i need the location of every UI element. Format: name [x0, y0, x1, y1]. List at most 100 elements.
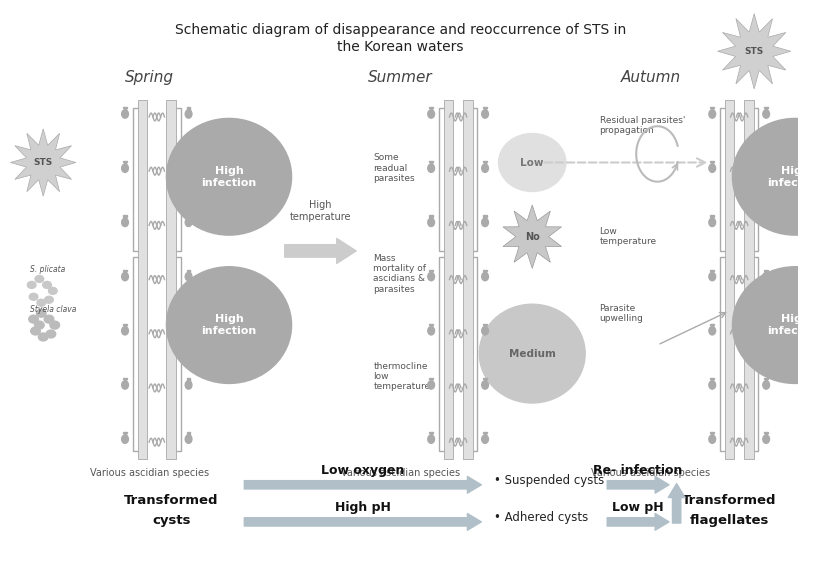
FancyBboxPatch shape	[187, 215, 191, 217]
FancyBboxPatch shape	[710, 215, 714, 217]
Ellipse shape	[38, 333, 48, 341]
Text: No: No	[525, 232, 539, 242]
FancyBboxPatch shape	[430, 379, 432, 382]
Text: • Suspended cysts: • Suspended cysts	[494, 475, 604, 487]
Text: Autumn: Autumn	[621, 70, 681, 85]
Text: Spring: Spring	[126, 70, 174, 85]
FancyBboxPatch shape	[187, 432, 191, 433]
FancyBboxPatch shape	[430, 217, 432, 219]
Ellipse shape	[29, 315, 38, 323]
Ellipse shape	[428, 435, 434, 444]
FancyBboxPatch shape	[744, 100, 753, 459]
FancyBboxPatch shape	[123, 324, 127, 325]
FancyBboxPatch shape	[711, 162, 714, 165]
FancyBboxPatch shape	[430, 270, 433, 271]
FancyBboxPatch shape	[187, 107, 191, 108]
FancyArrowPatch shape	[285, 238, 356, 263]
FancyBboxPatch shape	[764, 432, 768, 433]
FancyBboxPatch shape	[710, 432, 714, 433]
FancyBboxPatch shape	[765, 162, 767, 165]
FancyArrowPatch shape	[244, 476, 482, 493]
FancyArrowPatch shape	[607, 514, 669, 530]
Ellipse shape	[121, 327, 128, 335]
FancyBboxPatch shape	[187, 161, 191, 162]
FancyBboxPatch shape	[123, 432, 127, 433]
FancyBboxPatch shape	[765, 217, 767, 219]
FancyBboxPatch shape	[124, 217, 126, 219]
FancyBboxPatch shape	[124, 325, 126, 328]
FancyBboxPatch shape	[430, 107, 433, 108]
Ellipse shape	[428, 164, 434, 172]
FancyBboxPatch shape	[483, 107, 487, 108]
FancyBboxPatch shape	[124, 379, 126, 382]
FancyBboxPatch shape	[711, 271, 714, 274]
Text: S. plicata: S. plicata	[30, 265, 65, 274]
FancyBboxPatch shape	[124, 162, 126, 165]
Text: Transformed: Transformed	[124, 494, 219, 507]
Ellipse shape	[762, 435, 770, 444]
FancyBboxPatch shape	[187, 270, 191, 271]
FancyBboxPatch shape	[187, 378, 191, 379]
Text: Low
temperature: Low temperature	[600, 227, 657, 247]
Ellipse shape	[482, 110, 488, 118]
Ellipse shape	[31, 327, 40, 335]
Ellipse shape	[121, 110, 128, 118]
FancyBboxPatch shape	[765, 108, 767, 111]
Ellipse shape	[121, 272, 128, 281]
Ellipse shape	[185, 327, 192, 335]
FancyBboxPatch shape	[764, 324, 768, 325]
Ellipse shape	[709, 218, 715, 226]
Polygon shape	[11, 129, 76, 196]
Ellipse shape	[37, 300, 45, 306]
Ellipse shape	[428, 381, 434, 389]
FancyBboxPatch shape	[430, 271, 432, 274]
Text: High
infection: High infection	[767, 314, 823, 336]
FancyBboxPatch shape	[710, 107, 714, 108]
FancyBboxPatch shape	[430, 161, 433, 162]
FancyBboxPatch shape	[764, 161, 768, 162]
FancyBboxPatch shape	[484, 271, 487, 274]
Ellipse shape	[482, 164, 488, 172]
Ellipse shape	[733, 267, 826, 384]
Ellipse shape	[499, 134, 566, 191]
Ellipse shape	[428, 327, 434, 335]
FancyBboxPatch shape	[765, 433, 767, 436]
Text: High
infection: High infection	[202, 314, 257, 336]
FancyBboxPatch shape	[124, 271, 126, 274]
FancyBboxPatch shape	[483, 378, 487, 379]
Ellipse shape	[185, 272, 192, 281]
Ellipse shape	[762, 272, 770, 281]
FancyBboxPatch shape	[123, 378, 127, 379]
Ellipse shape	[185, 218, 192, 226]
FancyBboxPatch shape	[484, 379, 487, 382]
Text: Low: Low	[520, 157, 544, 168]
FancyBboxPatch shape	[430, 432, 433, 433]
Ellipse shape	[49, 287, 57, 294]
Ellipse shape	[45, 296, 54, 303]
Ellipse shape	[428, 218, 434, 226]
FancyBboxPatch shape	[463, 100, 472, 459]
Polygon shape	[503, 205, 562, 268]
Ellipse shape	[35, 275, 44, 282]
Ellipse shape	[185, 164, 192, 172]
Polygon shape	[718, 14, 790, 89]
Text: Low pH: Low pH	[612, 501, 664, 514]
FancyBboxPatch shape	[764, 215, 768, 217]
Text: Various ascidian species: Various ascidian species	[341, 468, 460, 479]
Text: STS: STS	[744, 47, 764, 56]
FancyBboxPatch shape	[711, 433, 714, 436]
FancyArrowPatch shape	[244, 514, 482, 530]
Ellipse shape	[43, 282, 51, 289]
Ellipse shape	[709, 327, 715, 335]
FancyBboxPatch shape	[166, 100, 176, 459]
Text: Mass
mortality of
ascidians &
parasites: Mass mortality of ascidians & parasites	[373, 253, 426, 294]
Text: Various ascidian species: Various ascidian species	[90, 468, 210, 479]
Ellipse shape	[482, 327, 488, 335]
Text: Summer: Summer	[368, 70, 433, 85]
FancyBboxPatch shape	[710, 270, 714, 271]
Ellipse shape	[709, 381, 715, 389]
Text: STS: STS	[34, 158, 53, 167]
FancyBboxPatch shape	[124, 108, 126, 111]
FancyBboxPatch shape	[483, 215, 487, 217]
Ellipse shape	[35, 321, 44, 329]
